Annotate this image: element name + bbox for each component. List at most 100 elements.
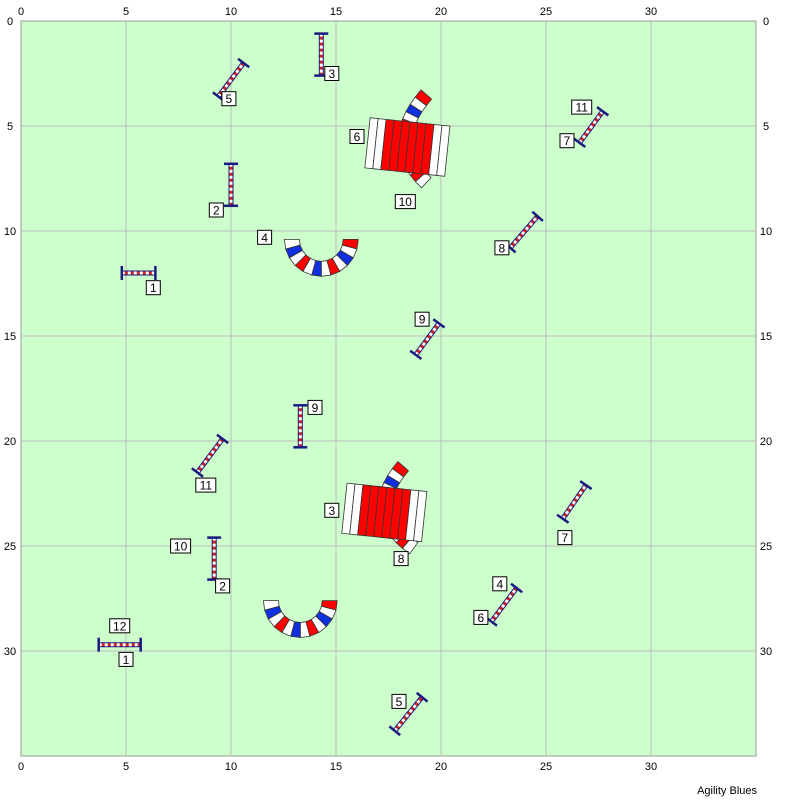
- obstacle-number-8: 8: [393, 551, 409, 567]
- jump-obstacle: [120, 266, 157, 280]
- x-tick-bottom: 30: [645, 761, 657, 773]
- obstacle-number-2: 2: [215, 578, 231, 594]
- label-text: 1: [123, 653, 130, 667]
- jump-wing: [237, 57, 250, 69]
- y-tick-left: 20: [4, 436, 16, 448]
- x-tick-top: 30: [645, 6, 657, 18]
- label-text: 1: [150, 281, 157, 295]
- jump-wing: [579, 480, 593, 491]
- label-box: [307, 399, 323, 415]
- label-box: [257, 229, 273, 245]
- y-tick-left: 15: [4, 331, 16, 343]
- y-tick-left: 30: [4, 646, 16, 658]
- obstacle-number-6: 6: [349, 129, 365, 144]
- label-text: 7: [564, 134, 571, 148]
- jump-wing: [432, 318, 446, 329]
- jump-obstacle: [573, 106, 610, 148]
- jump-obstacle: [293, 404, 308, 449]
- obstacle-number-11: 11: [195, 477, 217, 493]
- tunnel-segment: [414, 171, 432, 189]
- label-text: 12: [113, 619, 127, 633]
- jump-wing: [510, 582, 523, 594]
- y-tick-right: 10: [760, 226, 772, 238]
- obstacle-number-11: 11: [571, 99, 593, 115]
- x-tick-top: 0: [18, 6, 24, 18]
- label-text: 7: [562, 531, 569, 545]
- y-tick-right: 15: [760, 331, 772, 343]
- jump-stripes: [561, 484, 588, 520]
- jump-obstacle: [97, 637, 142, 652]
- jump-obstacle: [556, 480, 593, 524]
- x-tick-bottom: 25: [540, 761, 552, 773]
- tunnel-segment: [262, 600, 280, 611]
- label-text: 8: [499, 241, 506, 255]
- straight-tunnel: [341, 482, 428, 543]
- y-tick-right: 20: [760, 436, 772, 448]
- label-text: 3: [328, 504, 335, 518]
- jump-obstacle: [409, 318, 446, 361]
- label-box: [394, 194, 416, 210]
- label-text: 5: [226, 92, 233, 106]
- label-text: 5: [396, 695, 403, 709]
- label-box: [393, 551, 409, 567]
- label-text: 6: [478, 611, 485, 625]
- obstacle-number-10: 10: [394, 194, 416, 210]
- tunnel-segment: [283, 238, 301, 250]
- label-box: [557, 530, 573, 546]
- obstacle-number-8: 8: [494, 240, 510, 256]
- footer-brand: Agility Blues: [697, 785, 757, 797]
- x-tick-bottom: 5: [123, 761, 129, 773]
- tunnel-segment: [436, 124, 451, 177]
- jump-wing: [409, 349, 423, 361]
- obstacle-number-1: 1: [118, 651, 134, 667]
- obstacle-number-4: 4: [257, 229, 273, 245]
- y-tick-left: 25: [4, 541, 16, 553]
- x-tick-top: 5: [123, 6, 129, 18]
- x-tick-bottom: 15: [330, 761, 342, 773]
- y-tick-right: 30: [760, 646, 772, 658]
- jump-stripes: [196, 437, 224, 474]
- jump-wing: [531, 210, 544, 222]
- y-tick-left: 0: [7, 16, 13, 28]
- jump-stripes: [490, 587, 518, 623]
- jump-stripes: [509, 215, 539, 249]
- obstacle-number-2: 2: [208, 202, 224, 218]
- obstacle-number-5: 5: [221, 91, 237, 107]
- obstacle-number-1: 1: [145, 280, 161, 296]
- x-tick-top: 25: [540, 6, 552, 18]
- tunnel-segment: [413, 490, 428, 543]
- label-text: 4: [496, 577, 503, 591]
- obstacle-number-4: 4: [492, 576, 508, 592]
- x-tick-bottom: 0: [18, 761, 24, 773]
- label-text: 6: [354, 130, 361, 144]
- label-box: [414, 311, 430, 327]
- label-text: 10: [399, 195, 413, 209]
- jump-obstacle: [191, 433, 229, 478]
- x-tick-top: 20: [435, 6, 447, 18]
- tunnels-layer: [262, 89, 451, 638]
- jumps-layer: [97, 32, 610, 737]
- y-tick-right: 25: [760, 541, 772, 553]
- label-text: 4: [261, 231, 268, 245]
- y-tick-left: 5: [7, 121, 13, 133]
- x-tick-bottom: 20: [435, 761, 447, 773]
- label-box: [118, 651, 134, 667]
- y-tick-right: 5: [763, 121, 769, 133]
- label-box: [208, 202, 224, 218]
- label-box: [349, 129, 365, 144]
- jump-stripes: [393, 696, 424, 732]
- u-tunnel: [283, 238, 359, 277]
- label-box: [324, 502, 340, 518]
- u-tunnel: [262, 600, 338, 638]
- jump-obstacle: [485, 582, 523, 627]
- jump-obstacle: [212, 57, 250, 102]
- label-box: [391, 693, 407, 709]
- obstacle-number-9: 9: [414, 311, 430, 327]
- jump-stripes: [217, 62, 245, 98]
- jump-wing: [388, 725, 402, 737]
- obstacle-number-3: 3: [324, 66, 340, 81]
- jump-stripes: [578, 110, 604, 144]
- y-tick-left: 10: [4, 226, 16, 238]
